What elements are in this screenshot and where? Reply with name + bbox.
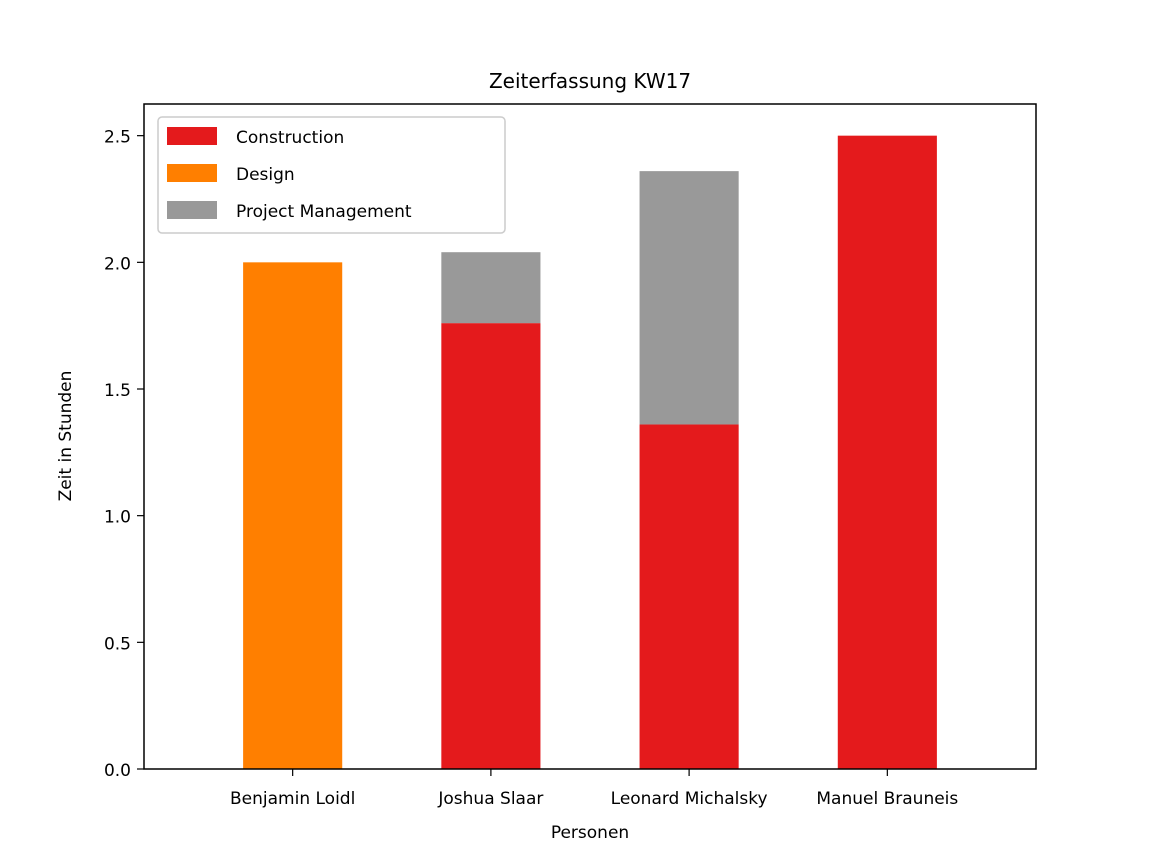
bar-joshua-slaar-construction [441,323,541,769]
bar-joshua-slaar-project-management [441,252,541,324]
x-tick-label: Leonard Michalsky [611,789,768,809]
bar-leonard-michalsky-project-management [639,171,739,425]
bar-leonard-michalsky-construction [639,424,739,769]
x-axis: Benjamin Loidl Joshua Slaar Leonard Michal… [230,769,958,809]
y-tick-label: 1.0 [104,508,131,528]
bar-benjamin-loidl-design [243,262,343,769]
bars-layer [243,135,937,769]
chart-title: Zeiterfassung KW17 [489,69,691,93]
x-axis-label: Personen [551,823,629,843]
y-tick-label: 0.5 [104,634,131,654]
y-tick-label: 2.0 [104,254,131,274]
legend-label-design: Design [236,165,295,185]
y-tick-label: 2.5 [104,128,131,148]
legend-swatch-construction [167,127,217,145]
legend: Construction Design Project Management [157,116,506,234]
legend-box [157,116,506,234]
y-axis: 0.0 0.5 1.0 1.5 2.0 2.5 [104,128,144,781]
bar-manuel-brauneis-construction [837,135,937,769]
x-tick-label: Manuel Brauneis [816,789,958,809]
legend-label-construction: Construction [236,128,344,148]
x-tick-label: Joshua Slaar [437,789,543,809]
plot-frame [143,103,1037,770]
legend-label-project-management: Project Management [236,202,412,222]
y-tick-label: 0.0 [104,761,131,781]
x-tick-label: Benjamin Loidl [230,789,355,809]
legend-swatch-design [167,164,217,182]
legend-swatch-project-management [167,201,217,219]
legend-items: Construction Design Project Management [167,127,412,222]
y-axis-label: Zeit in Stunden [56,371,76,502]
y-tick-label: 1.5 [104,381,131,401]
